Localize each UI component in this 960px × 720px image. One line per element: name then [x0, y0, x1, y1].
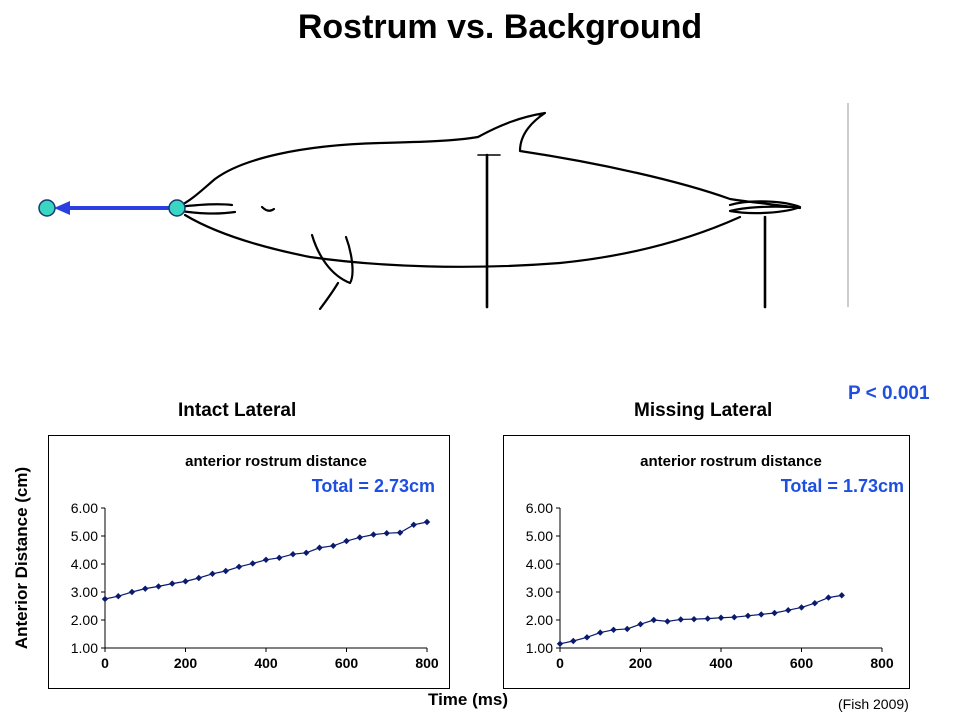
y-tick-label: 4.00 [526, 556, 553, 572]
data-point [704, 615, 711, 622]
data-point [423, 518, 431, 526]
data-point [343, 537, 350, 545]
data-point [838, 592, 845, 599]
x-tick-label: 0 [101, 655, 109, 671]
data-point [142, 585, 149, 592]
data-point [383, 530, 390, 537]
panel-label-intact: Intact Lateral [178, 400, 297, 421]
x-tick-label: 200 [629, 655, 653, 671]
dolphin-back-outline [176, 111, 802, 210]
data-point [128, 588, 136, 596]
dolphin-pectoral-fin-lower [318, 281, 340, 310]
data-point [330, 542, 337, 549]
y-tick-label: 5.00 [71, 528, 98, 544]
dolphin-belly-outline [183, 213, 742, 268]
data-point [556, 640, 564, 647]
data-point [717, 614, 725, 621]
x-tick-label: 800 [415, 655, 439, 671]
dolphin-tail-fluke [728, 200, 802, 215]
y-tick-label: 6.00 [71, 500, 98, 516]
data-point [583, 634, 591, 641]
chart-missing-lateral: anterior rostrum distance Total = 1.73cm 1… [503, 435, 910, 689]
data-point [316, 544, 323, 551]
chart-intact-lateral: anterior rostrum distance Total = 2.73cm 1… [48, 435, 450, 689]
y-tick-label: 3.00 [526, 584, 553, 600]
y-tick-label: 5.00 [526, 528, 553, 544]
data-point [610, 626, 617, 633]
y-axis-label: Anterior Distance (cm) [12, 466, 31, 650]
x-tick-label: 600 [335, 655, 359, 671]
data-point [624, 625, 631, 633]
data-point [758, 611, 765, 618]
chart-annotation: Total = 1.73cm [781, 476, 904, 496]
y-tick-label: 1.00 [71, 640, 98, 656]
data-point [249, 560, 256, 567]
x-axis-label: Time (ms) [428, 690, 508, 709]
dolphin-pectoral-fin [310, 233, 354, 285]
data-point [771, 609, 778, 617]
data-point [370, 531, 377, 538]
data-point [289, 551, 297, 558]
data-point [811, 600, 818, 607]
y-tick-label: 3.00 [71, 584, 98, 600]
data-point [262, 556, 270, 563]
x-tick-label: 0 [556, 655, 564, 671]
data-point [570, 637, 577, 645]
chart-annotation: Total = 2.73cm [312, 476, 435, 496]
x-tick-label: 800 [870, 655, 894, 671]
data-point [637, 621, 644, 628]
p-value: P < 0.001 [848, 383, 930, 404]
citation: (Fish 2009) [838, 696, 909, 712]
data-point [209, 570, 216, 577]
series-line [559, 594, 842, 645]
rostrum-start-dot [168, 199, 186, 217]
data-point [677, 616, 684, 623]
dolphin-mouth [260, 205, 276, 212]
data-point [410, 521, 417, 528]
chart-intact-svg: anterior rostrum distance Total = 2.73cm 1… [71, 453, 439, 671]
data-point [825, 594, 832, 601]
slide-title: Rostrum vs. Background [297, 8, 703, 46]
data-point [664, 618, 671, 625]
dolphin-illustration [38, 103, 849, 310]
data-point [195, 574, 202, 582]
data-point [597, 629, 604, 636]
data-point [690, 615, 698, 623]
data-point [731, 614, 738, 621]
data-point [650, 616, 657, 624]
y-tick-label: 1.00 [526, 640, 553, 656]
data-point [222, 567, 229, 575]
chart-title: anterior rostrum distance [185, 453, 367, 470]
panel-label-missing: Missing Lateral [634, 400, 773, 421]
data-point [303, 549, 310, 556]
rostrum-arrow-head [54, 201, 70, 215]
dolphin-snout [176, 203, 237, 215]
data-point [744, 612, 752, 619]
data-point [115, 593, 122, 600]
chart-title: anterior rostrum distance [640, 453, 822, 470]
data-point [396, 529, 404, 536]
data-point [169, 580, 176, 587]
x-tick-label: 400 [709, 655, 733, 671]
y-tick-label: 4.00 [71, 556, 98, 572]
data-point [182, 578, 189, 585]
data-point [356, 534, 363, 541]
x-tick-label: 400 [254, 655, 278, 671]
rostrum-end-dot [38, 199, 56, 217]
data-point [785, 607, 792, 614]
chart-missing-svg: anterior rostrum distance Total = 1.73cm 1… [526, 453, 904, 671]
data-point [276, 554, 283, 562]
data-point [235, 563, 243, 570]
data-point [798, 604, 805, 611]
y-tick-label: 2.00 [71, 612, 98, 628]
x-tick-label: 600 [790, 655, 814, 671]
y-tick-label: 2.00 [526, 612, 553, 628]
y-tick-label: 6.00 [526, 500, 553, 516]
data-point [155, 583, 162, 590]
data-point [101, 595, 109, 603]
x-tick-label: 200 [174, 655, 198, 671]
